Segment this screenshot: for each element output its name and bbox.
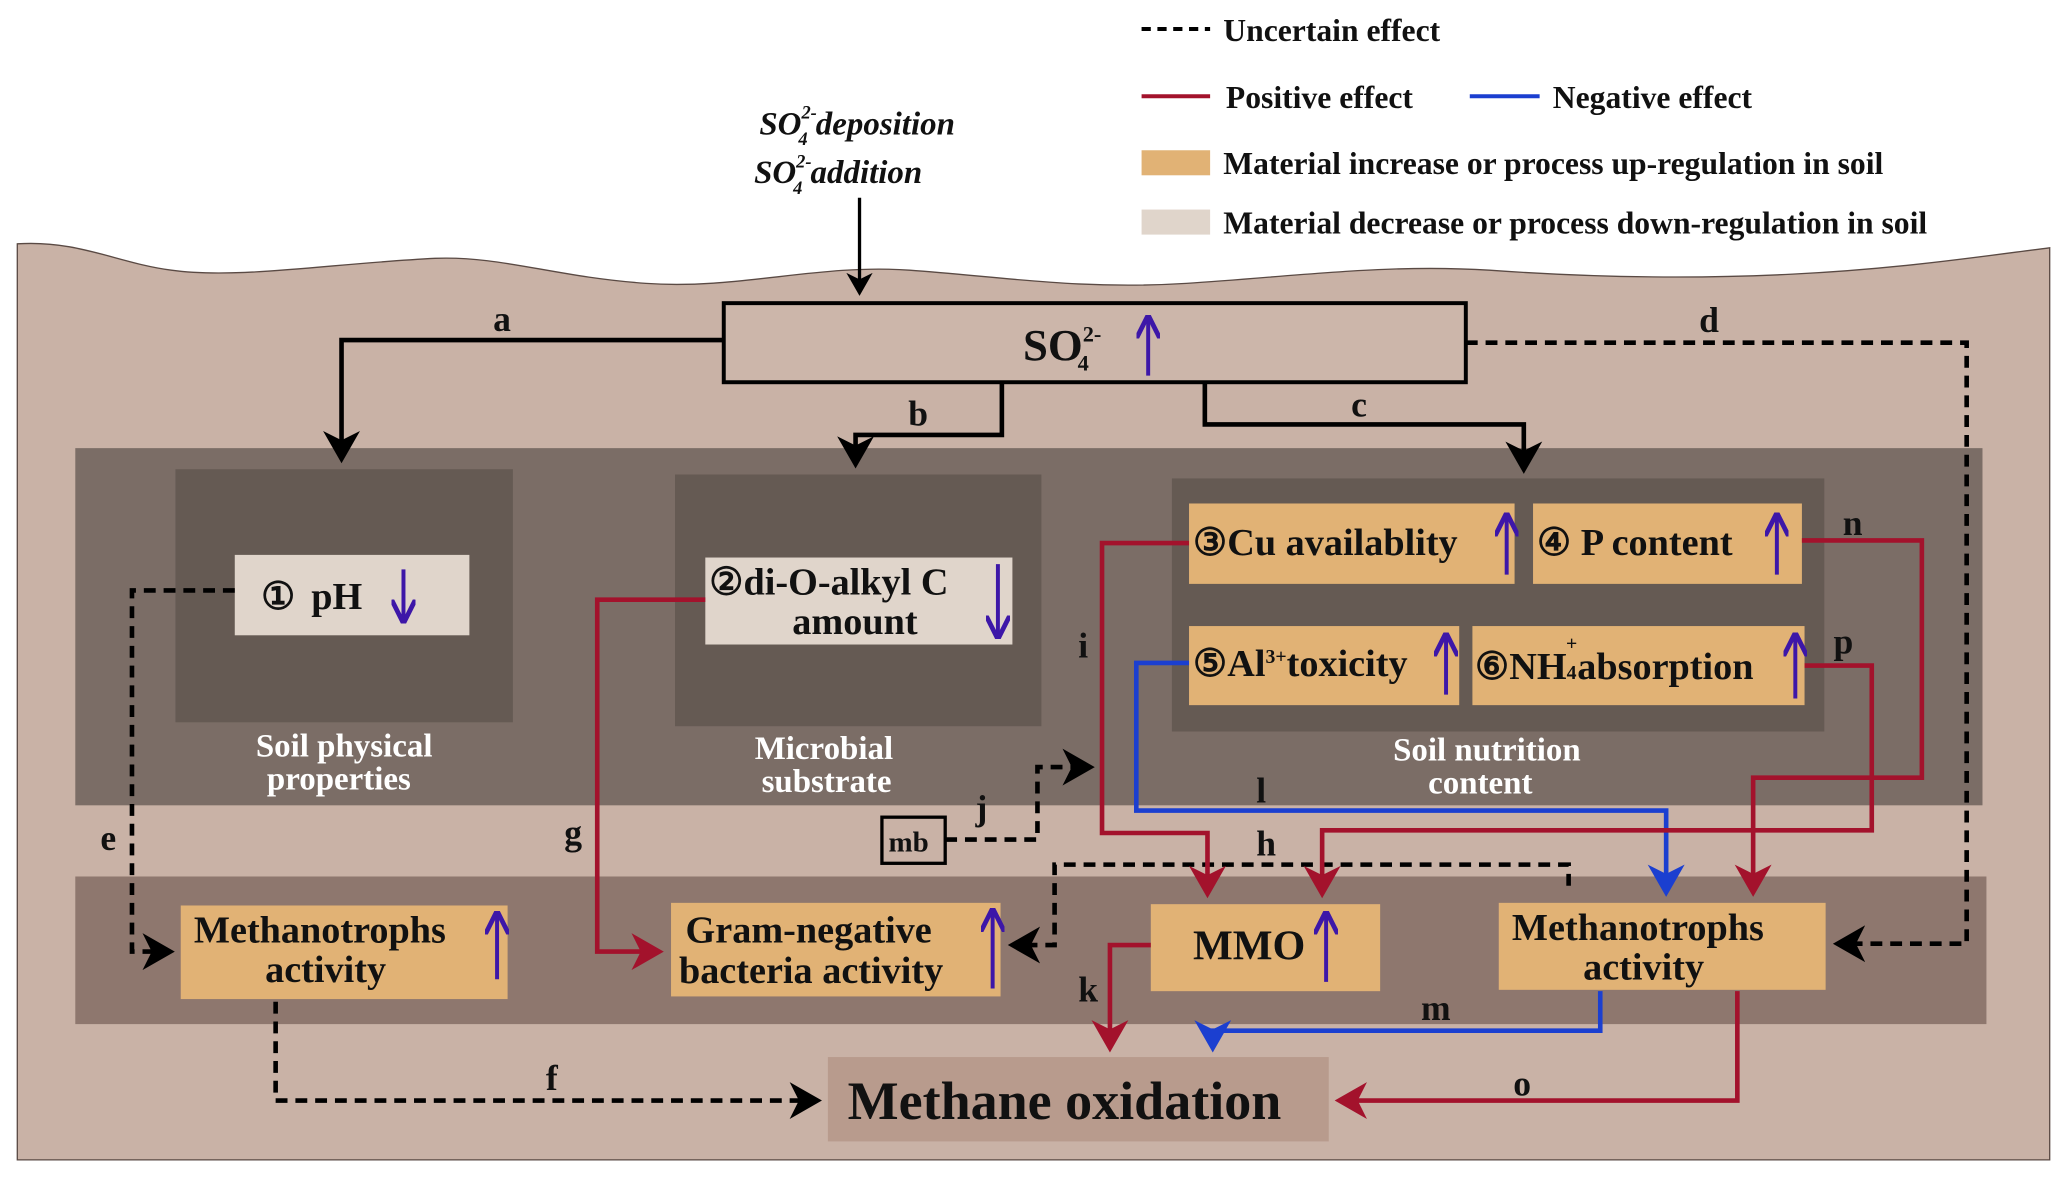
path-c bbox=[1202, 382, 1543, 474]
path-n bbox=[1734, 538, 1925, 897]
legend-decrease-swatch bbox=[1141, 209, 1211, 235]
soil-nutrition-label: Soil nutrition bbox=[1393, 733, 1581, 769]
soil-nutrition-label-2: content bbox=[1428, 765, 1532, 801]
so4-addition-label: SO2-4 addition bbox=[754, 151, 922, 197]
label-c: c bbox=[1351, 384, 1367, 424]
path-j bbox=[945, 748, 1095, 842]
path-labels: a b c d e f g h i j k l m n o p bbox=[100, 299, 1862, 1103]
path-m bbox=[1194, 991, 1603, 1053]
so4-deposition-label: SO2-4 deposition bbox=[759, 103, 955, 149]
legend: Uncertain effect Positive effect Negativ… bbox=[1141, 13, 1927, 240]
so4-box: SO2-4 bbox=[721, 301, 1468, 385]
label-m: m bbox=[1421, 988, 1451, 1028]
svg-text:Gram-negative: Gram-negative bbox=[686, 909, 932, 951]
soil-physical-label: Soil physical bbox=[256, 729, 433, 765]
pathways bbox=[129, 337, 1969, 1120]
svg-text:Methanotrophs: Methanotrophs bbox=[194, 909, 446, 951]
legend-decrease: Material decrease or process down-regula… bbox=[1223, 205, 1927, 240]
label-d: d bbox=[1699, 300, 1719, 340]
svg-text:Methanotrophs: Methanotrophs bbox=[1512, 907, 1764, 949]
legend-increase: Material increase or process up-regulati… bbox=[1223, 146, 1883, 181]
di-o-alkyl-box: ②di-O-alkyl C amount bbox=[705, 557, 1013, 645]
svg-text:③Cu availablity: ③Cu availablity bbox=[1193, 522, 1458, 564]
legend-increase-swatch bbox=[1141, 150, 1211, 176]
mmo-box: MMO bbox=[1150, 904, 1381, 992]
p-content-box: ④ P content bbox=[1533, 503, 1802, 584]
al-toxicity-box: ⑤Al3+toxicity bbox=[1189, 626, 1460, 706]
label-b: b bbox=[908, 394, 928, 434]
legend-positive: Positive effect bbox=[1226, 80, 1413, 115]
svg-text:④ P content: ④ P content bbox=[1537, 522, 1733, 564]
gram-negative-activity: Gram-negative bacteria activity bbox=[671, 902, 1001, 997]
svg-text:MMO: MMO bbox=[1193, 923, 1305, 970]
svg-text:activity: activity bbox=[265, 949, 386, 991]
svg-text:bacteria activity: bacteria activity bbox=[679, 950, 943, 992]
path-k bbox=[1091, 942, 1151, 1053]
svg-text:activity: activity bbox=[1583, 946, 1704, 988]
path-p bbox=[1303, 663, 1875, 899]
legend-uncertain: Uncertain effect bbox=[1223, 13, 1440, 48]
svg-text:amount: amount bbox=[792, 601, 918, 643]
soil-physical-label-2: properties bbox=[267, 761, 411, 797]
methane-oxidation-box: Methane oxidation bbox=[827, 1057, 1329, 1142]
nh4-absorption-box: ⑥NH4+absorption bbox=[1472, 626, 1804, 706]
path-f bbox=[273, 1001, 822, 1120]
path-h bbox=[1007, 862, 1571, 964]
label-i: i bbox=[1078, 626, 1088, 666]
svg-text:Methane oxidation: Methane oxidation bbox=[848, 1071, 1282, 1131]
mb-box: mb bbox=[880, 815, 947, 865]
path-g bbox=[594, 597, 706, 971]
path-e bbox=[129, 588, 235, 971]
path-d bbox=[1465, 340, 1969, 963]
path-a bbox=[323, 337, 724, 464]
label-h: h bbox=[1256, 823, 1276, 863]
svg-text:mb: mb bbox=[889, 826, 929, 858]
svg-text:⑥NH4+absorption: ⑥NH4+absorption bbox=[1475, 633, 1753, 688]
svg-text:①pH: ① pH bbox=[261, 576, 362, 618]
label-f: f bbox=[546, 1058, 559, 1098]
path-i bbox=[1099, 540, 1226, 899]
microbial-substrate-label-2: substrate bbox=[762, 764, 892, 800]
ph-box: ① pH bbox=[234, 554, 470, 636]
label-o: o bbox=[1513, 1063, 1531, 1103]
path-l bbox=[1133, 660, 1685, 897]
label-e: e bbox=[100, 818, 116, 858]
label-g: g bbox=[564, 813, 582, 853]
methanotrophs-activity-right: Methanotrophs activity bbox=[1498, 902, 1826, 990]
svg-text:⑤Al3+toxicity: ⑤Al3+toxicity bbox=[1193, 643, 1408, 685]
path-o bbox=[1334, 991, 1740, 1120]
path-b bbox=[837, 382, 1005, 469]
so4-box-label: SO2-4 bbox=[1023, 320, 1101, 376]
microbial-substrate-label: Microbial bbox=[755, 731, 893, 767]
label-n: n bbox=[1843, 503, 1863, 543]
label-p: p bbox=[1834, 622, 1854, 662]
label-l: l bbox=[1256, 771, 1266, 811]
methanotrophs-activity-left: Methanotrophs activity bbox=[180, 905, 508, 1000]
svg-text:②di-O-alkyl C: ②di-O-alkyl C bbox=[709, 561, 948, 603]
legend-negative: Negative effect bbox=[1553, 80, 1753, 115]
label-a: a bbox=[493, 299, 511, 339]
cu-availability-box: ③Cu availablity bbox=[1189, 503, 1515, 584]
label-j: j bbox=[975, 788, 988, 828]
label-k: k bbox=[1078, 970, 1098, 1010]
